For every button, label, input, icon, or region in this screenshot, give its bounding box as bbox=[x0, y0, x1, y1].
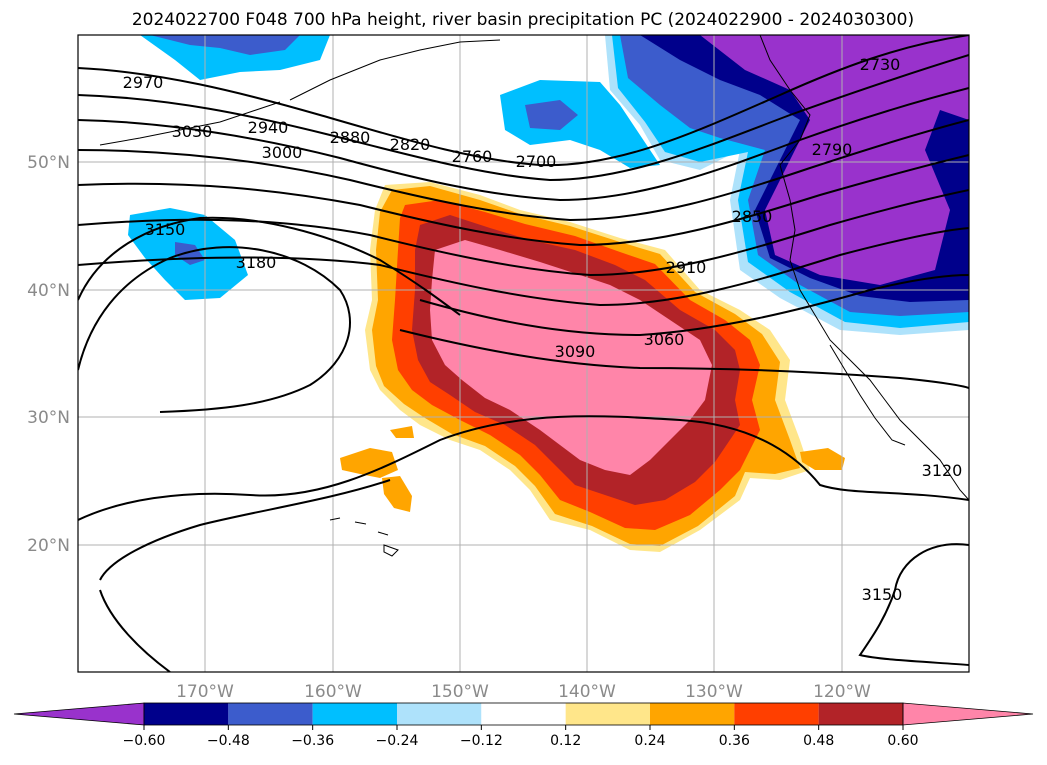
contour-label: 2790 bbox=[812, 140, 853, 159]
colorbar-segment bbox=[734, 703, 819, 725]
contour-label: 2850 bbox=[732, 207, 773, 226]
contour-label: 3000 bbox=[262, 143, 303, 162]
lon-label: 140°W bbox=[558, 682, 616, 702]
contour-label: 3060 bbox=[644, 330, 685, 349]
contour-line bbox=[419, 274, 969, 337]
figure-title: 2024022700 F048 700 hPa height, river ba… bbox=[132, 10, 914, 30]
coastline-hawaii bbox=[329, 517, 399, 557]
contour-label: 2880 bbox=[330, 128, 371, 147]
coastlines bbox=[99, 35, 969, 557]
contour-label: 3090 bbox=[555, 342, 596, 361]
colorbar-segment bbox=[312, 703, 397, 725]
lat-label: 40°N bbox=[27, 281, 70, 301]
map-panel: 2970 3030 2940 3000 2880 2820 2760 2700 … bbox=[77, 34, 970, 673]
map-frame bbox=[77, 34, 970, 673]
pc-fill-pos-small-4 bbox=[800, 448, 845, 470]
colorbar-extend-high bbox=[902, 702, 1034, 726]
colorbar-segment bbox=[818, 703, 903, 725]
negative-pc-fill bbox=[128, 35, 969, 335]
colorbar-tick-label: 0.12 bbox=[550, 733, 581, 749]
pc-fill-neg-036-north bbox=[150, 35, 300, 55]
contour-label: 3030 bbox=[172, 122, 213, 141]
contour-labels: 2970 3030 2940 3000 2880 2820 2760 2700 … bbox=[123, 55, 963, 604]
colorbar-tick-label: 0.36 bbox=[719, 733, 750, 749]
contour-label: 2910 bbox=[666, 258, 707, 277]
contour-line bbox=[99, 589, 171, 672]
lat-label: 30°N bbox=[27, 408, 70, 428]
colorbar-tick-label: −0.12 bbox=[460, 733, 503, 749]
longitude-labels: 170°W 160°W 150°W 140°W 130°W 120°W bbox=[176, 682, 871, 702]
coastline-north-america bbox=[759, 35, 969, 501]
colorbar-tick-label: −0.24 bbox=[376, 733, 419, 749]
colorbar-frame bbox=[143, 702, 904, 726]
pc-fill-pos-high bbox=[430, 240, 712, 475]
pc-fill-pos-small-1 bbox=[340, 448, 398, 478]
map-content: 2970 3030 2940 3000 2880 2820 2760 2700 … bbox=[78, 35, 969, 672]
latitude-labels: 50°N 40°N 30°N 20°N bbox=[27, 153, 70, 556]
lat-label: 50°N bbox=[27, 153, 70, 173]
colorbar-segment bbox=[481, 703, 566, 725]
contour-label: 3180 bbox=[236, 253, 277, 272]
coastline-baja bbox=[829, 344, 906, 446]
colorbar-segment bbox=[228, 703, 313, 725]
pc-fill-neg-036-mid bbox=[525, 100, 578, 130]
colorbar-extend-low bbox=[13, 702, 145, 726]
pc-fill-pos-small-2 bbox=[382, 476, 412, 512]
contour-label: 2940 bbox=[248, 118, 289, 137]
lon-label: 150°W bbox=[431, 682, 489, 702]
contour-line bbox=[78, 87, 969, 202]
contour-line bbox=[858, 543, 969, 666]
lon-label: 170°W bbox=[176, 682, 234, 702]
graticule bbox=[78, 35, 969, 672]
contour-label: 3150 bbox=[145, 220, 186, 239]
contour-label: 3120 bbox=[922, 461, 963, 480]
colorbar-tick-label: −0.48 bbox=[207, 733, 250, 749]
contour-label: 2700 bbox=[516, 152, 557, 171]
colorbar-segment bbox=[650, 703, 735, 725]
colorbar-tick-label: −0.60 bbox=[123, 733, 166, 749]
contour-line bbox=[78, 227, 969, 307]
lon-label: 160°W bbox=[304, 682, 362, 702]
coastline-aleutians bbox=[99, 101, 281, 146]
contour-line bbox=[78, 35, 969, 167]
height-contours bbox=[78, 35, 969, 672]
colorbar-segment bbox=[397, 703, 482, 725]
pc-fill-pos-small-3 bbox=[390, 426, 414, 438]
pc-fill-neg-012-mid bbox=[500, 80, 660, 168]
contour-line bbox=[99, 479, 391, 581]
contour-label: 2760 bbox=[452, 147, 493, 166]
lon-label: 130°W bbox=[685, 682, 743, 702]
lon-label: 120°W bbox=[813, 682, 871, 702]
lat-label: 20°N bbox=[27, 536, 70, 556]
contour-line bbox=[78, 119, 969, 222]
colorbar-tick-label: 0.48 bbox=[803, 733, 834, 749]
colorbar-segment bbox=[565, 703, 650, 725]
coastline-alaska bbox=[289, 39, 501, 101]
contour-line bbox=[78, 246, 351, 413]
contour-line bbox=[78, 415, 969, 521]
contour-label: 2820 bbox=[390, 135, 431, 154]
colorbar-tick-label: −0.36 bbox=[291, 733, 334, 749]
contour-label: 2730 bbox=[860, 55, 901, 74]
colorbar-tick-label: 0.24 bbox=[634, 733, 665, 749]
colorbar: −0.60 −0.48 −0.36 −0.24 −0.12 0.12 0.24 0.36 0.4… bbox=[13, 702, 1034, 749]
contour-line bbox=[399, 329, 969, 389]
colorbar-tick-label: 0.60 bbox=[887, 733, 918, 749]
contour-line bbox=[78, 216, 461, 316]
colorbar-segment bbox=[144, 703, 229, 725]
contour-label: 2970 bbox=[123, 73, 164, 92]
contour-line bbox=[78, 154, 969, 247]
contour-line bbox=[78, 54, 969, 182]
contour-label: 3150 bbox=[862, 585, 903, 604]
